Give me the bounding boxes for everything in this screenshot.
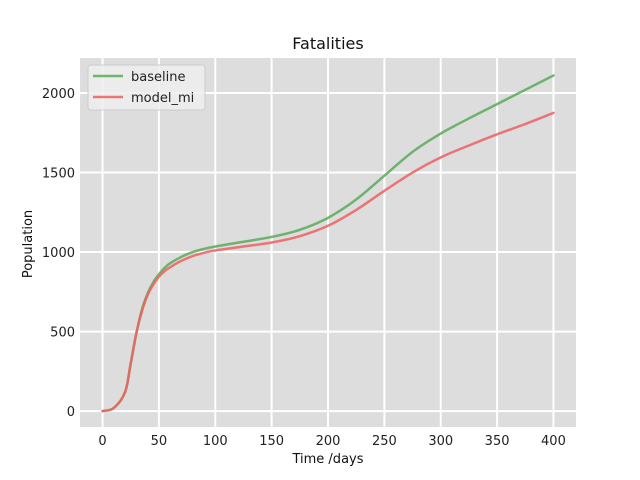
y-tick-label: 1500 [42,167,75,182]
x-tick-label: 200 [316,434,341,449]
y-tick-label: 1000 [42,246,75,261]
x-tick-label: 350 [485,434,510,449]
x-tick-label: 400 [541,434,566,449]
y-axis-ticks: 0 500 1000 1500 2000 [42,87,75,420]
x-tick-label: 50 [151,434,168,449]
series-line-model_mi [101,111,555,413]
legend-label-baseline: baseline [131,70,185,85]
x-tick-label: 250 [372,434,397,449]
x-tick-label: 150 [259,434,284,449]
y-tick-label: 0 [67,405,75,420]
y-tick-label: 2000 [42,87,75,102]
x-tick-label: 100 [203,434,228,449]
x-axis-label: Time /days [291,452,363,467]
grid [80,58,576,427]
x-tick-label: 300 [428,434,453,449]
x-axis-ticks: 0 50 100 150 200 250 300 350 400 [98,434,565,449]
chart-title: Fatalities [292,34,363,53]
y-axis-label: Population [21,210,36,278]
legend: baseline model_mi [87,64,206,111]
y-tick-label: 500 [50,326,75,341]
x-tick-label: 0 [98,434,106,449]
legend-label-model_mi: model_mi [131,91,194,106]
series-lines [101,74,555,413]
